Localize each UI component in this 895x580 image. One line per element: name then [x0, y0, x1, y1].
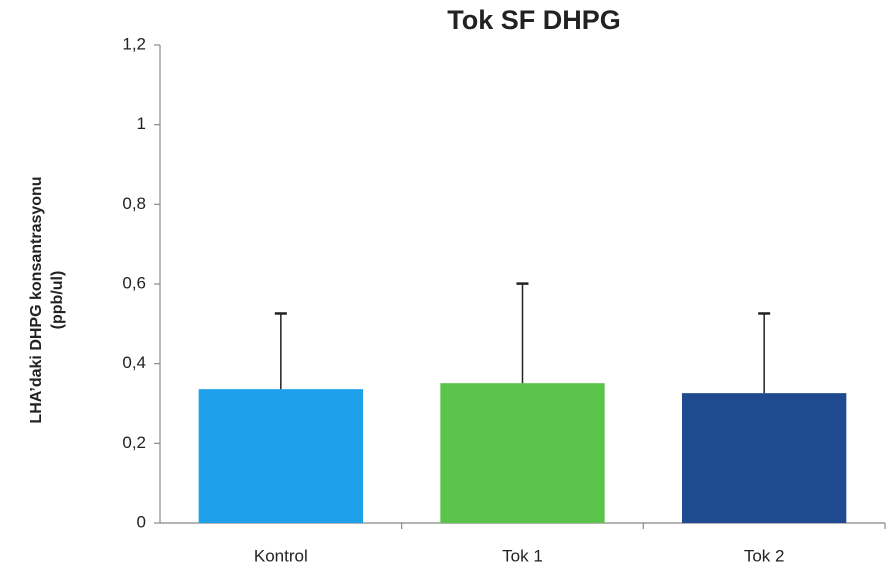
y-tick-label: 0,8 [122, 194, 146, 213]
y-tick-label: 0 [137, 512, 146, 531]
y-tick-label: 0,2 [122, 433, 146, 452]
x-tick-label: Kontrol [254, 546, 308, 565]
y-axis-label: LHA’daki DHPG konsantrasyonu [28, 176, 45, 423]
bar [440, 383, 605, 523]
y-tick-label: 1,2 [122, 34, 146, 53]
x-tick-label: Tok 1 [502, 546, 543, 565]
bar [682, 393, 847, 523]
y-tick-label: 0,6 [122, 273, 146, 292]
x-tick-label: Tok 2 [744, 546, 785, 565]
chart-title: Tok SF DHPG [447, 5, 621, 35]
y-axis-label: (ppb/ul) [49, 271, 66, 330]
bar [198, 389, 363, 523]
y-tick-label: 0,4 [122, 353, 146, 372]
y-tick-label: 1 [137, 114, 146, 133]
